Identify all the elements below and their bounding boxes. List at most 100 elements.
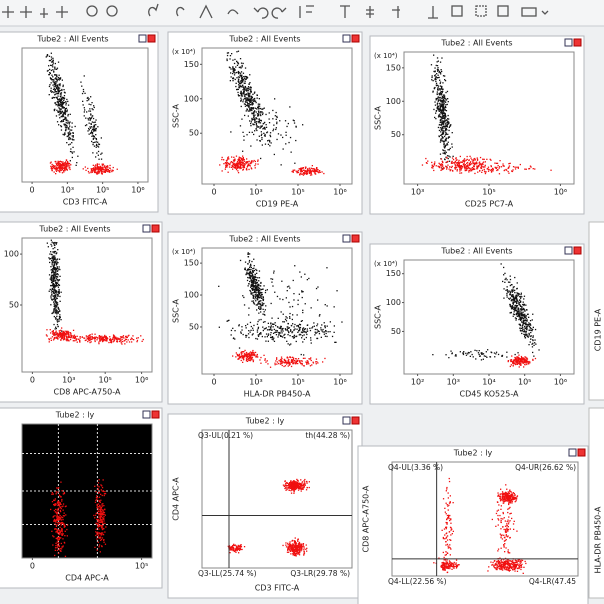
tool-zoom-in[interactable] xyxy=(86,5,98,17)
tool-print-menu[interactable] xyxy=(541,10,549,15)
panel-close-button[interactable] xyxy=(573,246,582,255)
event-dot xyxy=(512,365,514,367)
event-dot xyxy=(124,338,127,340)
event-dot xyxy=(463,158,466,160)
event-dot xyxy=(260,304,262,306)
event-dot xyxy=(525,358,528,360)
event-dot xyxy=(56,92,58,95)
panel-option-button[interactable] xyxy=(342,34,351,43)
event-dot xyxy=(62,102,64,104)
event-dot xyxy=(68,334,70,336)
event-dot xyxy=(512,363,514,365)
event-dot xyxy=(315,363,317,365)
event-dot xyxy=(296,171,298,174)
event-dot xyxy=(446,90,449,93)
tool-group[interactable] xyxy=(475,5,487,17)
event-dot xyxy=(248,355,250,357)
panel-close-button[interactable] xyxy=(147,34,156,43)
event-dot xyxy=(60,103,62,106)
event-dot xyxy=(250,98,252,101)
panel-option-button[interactable] xyxy=(564,246,573,255)
tool-move[interactable] xyxy=(20,6,32,18)
event-dot xyxy=(527,361,529,363)
event-dot xyxy=(61,498,63,501)
event-dot xyxy=(242,150,244,152)
event-dot xyxy=(309,365,312,367)
event-dot xyxy=(62,85,64,88)
event-dot xyxy=(227,52,230,54)
tool-undo[interactable] xyxy=(253,7,269,19)
event-dot xyxy=(59,165,61,168)
panel-option-button[interactable] xyxy=(342,234,351,243)
event-dot xyxy=(452,162,455,164)
x-axis-label: CD25 PC7-A xyxy=(465,200,514,209)
tool-zoom-out[interactable] xyxy=(106,5,118,17)
event-dot xyxy=(48,94,50,96)
panel-close-button[interactable] xyxy=(351,34,360,43)
event-dot xyxy=(238,72,240,75)
event-dot xyxy=(54,280,56,282)
event-dot xyxy=(108,341,110,344)
tool-ungroup[interactable] xyxy=(497,5,509,17)
event-dot xyxy=(56,515,59,517)
event-dot xyxy=(62,114,64,116)
panel-close-button[interactable] xyxy=(573,38,582,47)
event-dot xyxy=(57,274,59,276)
tool-size[interactable] xyxy=(451,5,463,17)
event-dot xyxy=(437,97,439,99)
tool-cross2[interactable] xyxy=(56,6,68,18)
event-dot xyxy=(252,270,254,272)
event-dot xyxy=(267,334,269,336)
event-dot xyxy=(116,337,118,339)
event-dot xyxy=(245,99,247,101)
event-dot xyxy=(242,359,245,361)
panel-close-button[interactable] xyxy=(151,410,160,419)
tool-text2[interactable] xyxy=(227,9,239,15)
tool-align-left[interactable] xyxy=(299,5,314,18)
tool-redo[interactable] xyxy=(271,7,287,19)
event-dot xyxy=(56,67,59,69)
event-dot xyxy=(239,81,242,83)
tool-align-top[interactable] xyxy=(340,5,350,18)
panel-option-button[interactable] xyxy=(138,34,147,43)
event-dot xyxy=(478,165,480,167)
event-dot xyxy=(258,119,260,121)
tool-text[interactable] xyxy=(199,4,213,19)
tool-hand2[interactable] xyxy=(176,6,185,17)
panel-option-button[interactable] xyxy=(564,38,573,47)
event-dot xyxy=(443,94,445,96)
event-dot xyxy=(530,328,532,330)
event-dot xyxy=(48,74,50,76)
event-dot xyxy=(302,172,305,174)
event-dot xyxy=(261,297,263,299)
tool-align-bottom[interactable] xyxy=(428,6,438,19)
event-dot xyxy=(61,490,63,492)
event-dot xyxy=(240,71,243,73)
panel-close-button[interactable] xyxy=(151,224,160,233)
event-dot xyxy=(239,259,242,262)
event-dot xyxy=(519,312,521,315)
tool-print[interactable] xyxy=(521,7,537,17)
event-dot xyxy=(111,170,113,173)
event-dot xyxy=(519,163,521,166)
event-dot xyxy=(514,305,516,307)
event-dot xyxy=(421,164,424,166)
tool-line[interactable] xyxy=(40,8,48,18)
panel-option-button[interactable] xyxy=(142,224,151,233)
event-dot xyxy=(317,299,319,301)
event-dot xyxy=(94,336,96,339)
event-dot xyxy=(60,334,62,336)
event-dot xyxy=(68,134,70,136)
event-dot xyxy=(250,167,252,169)
tool-align-center[interactable] xyxy=(366,6,374,18)
event-dot xyxy=(108,170,110,173)
tool-align-right[interactable] xyxy=(392,6,400,18)
event-dot xyxy=(232,77,235,80)
event-dot xyxy=(250,276,252,278)
event-dot xyxy=(93,170,96,172)
panel-option-button[interactable] xyxy=(142,410,151,419)
tool-cross[interactable] xyxy=(2,6,14,18)
event-dot xyxy=(525,362,527,364)
panel-close-button[interactable] xyxy=(351,234,360,243)
tool-hand[interactable] xyxy=(148,3,159,17)
